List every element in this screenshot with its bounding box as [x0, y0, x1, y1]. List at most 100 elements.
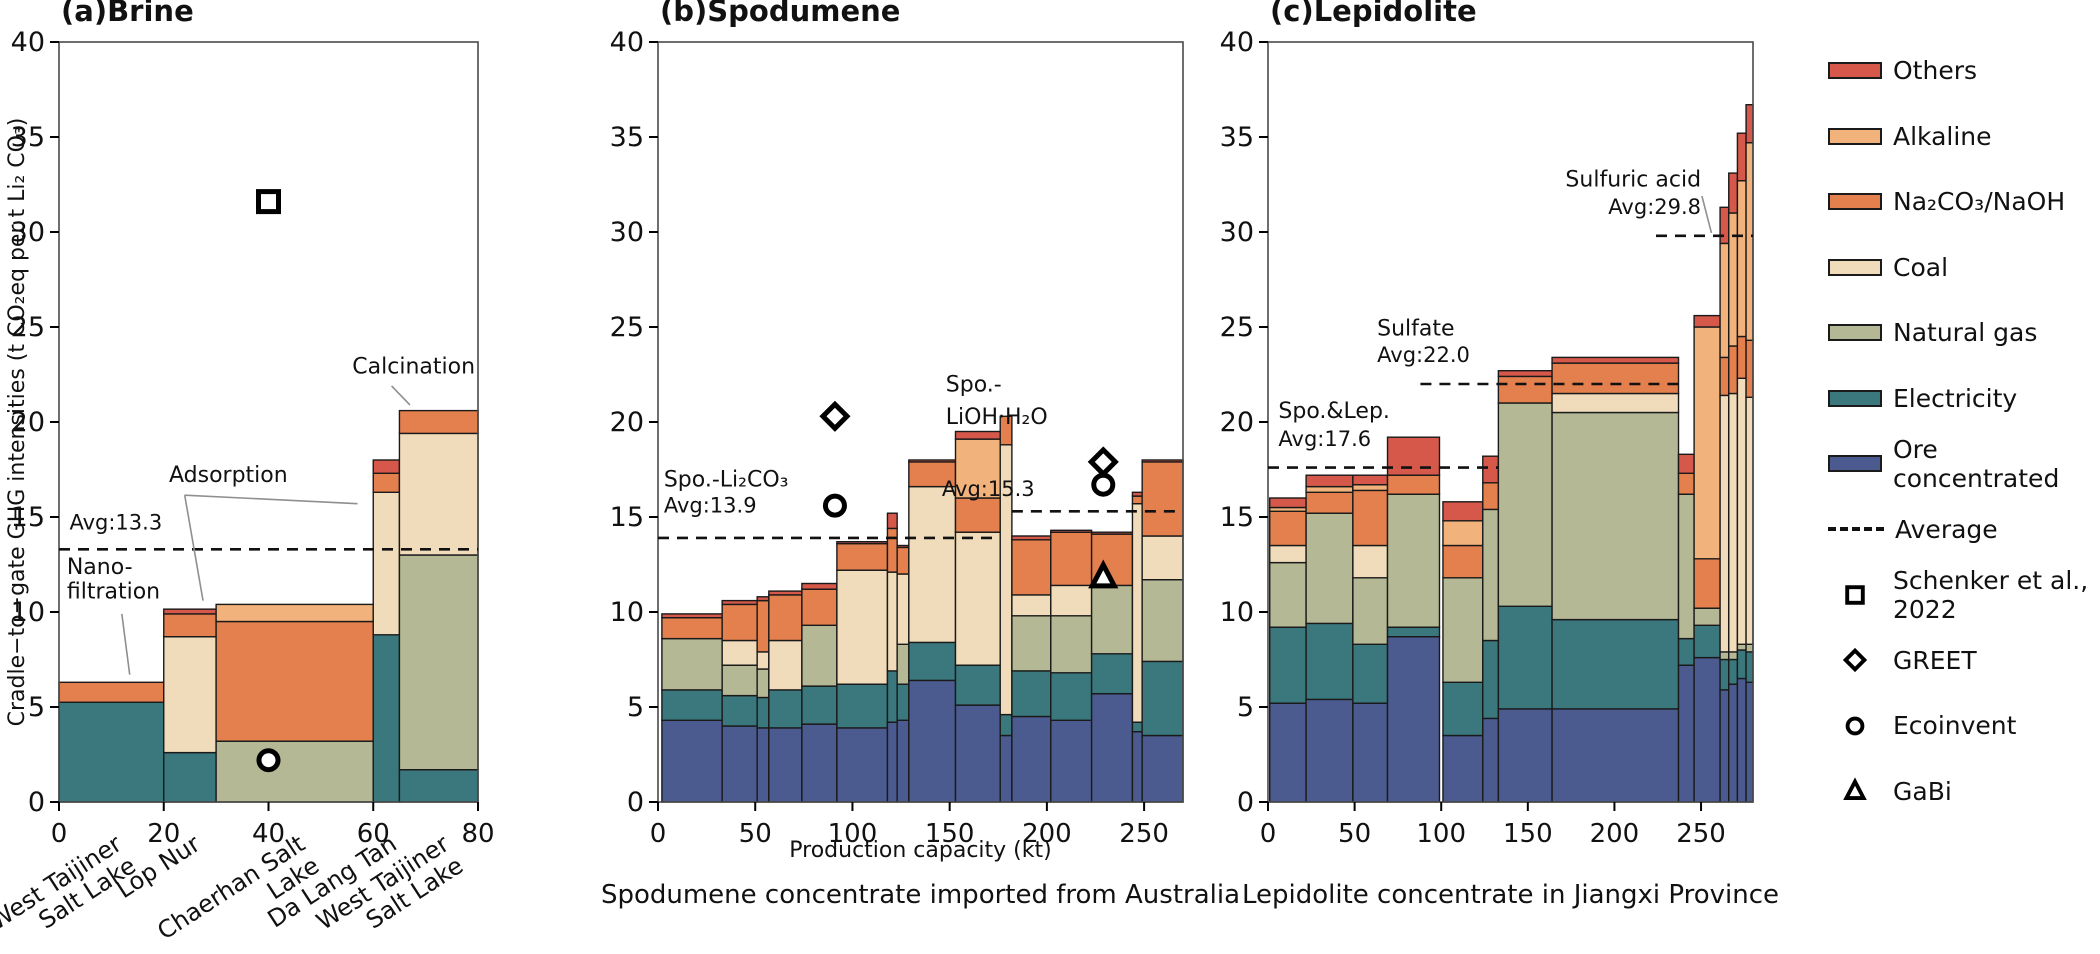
- x-tick-label: 250: [1676, 819, 1726, 849]
- bar-segment-na2co3: [1131, 495, 1143, 505]
- legend-label: GaBi: [1893, 776, 1952, 806]
- bar-segment-others: [1719, 206, 1730, 245]
- bar-segment-natural_gas: [1352, 577, 1389, 645]
- bar-segment-natural_gas: [661, 637, 723, 691]
- bar-segment-electricity: [1131, 721, 1143, 733]
- bar-segment-others: [1728, 172, 1739, 214]
- bar-segment-coal: [1131, 503, 1143, 723]
- x-tick-label: 0: [650, 819, 667, 849]
- bar-segment-others: [1131, 491, 1143, 497]
- bar-segment-na2co3: [163, 613, 217, 638]
- bar-segment-ore: [1736, 677, 1747, 803]
- bar-segment-ore: [1482, 717, 1500, 803]
- bar-segment-electricity: [999, 713, 1013, 737]
- bar-segment-coal: [768, 639, 803, 691]
- y-tick-label: 10: [11, 597, 45, 628]
- y-tick-label: 15: [610, 502, 644, 533]
- bar-segment-coal: [896, 573, 910, 646]
- annotation: Spo.-Li₂CO₃: [664, 468, 789, 493]
- y-tick-label: 0: [627, 787, 644, 818]
- bar-segment-alkaline: [215, 603, 374, 623]
- bar-segment-coal: [1269, 544, 1307, 564]
- bar-segment-electricity: [1050, 672, 1093, 721]
- square-marker-icon: [256, 189, 281, 215]
- x-tick-label: 0: [51, 819, 68, 849]
- y-tick-label: 5: [627, 692, 644, 723]
- y-tick-label: 25: [11, 312, 45, 343]
- bar-segment-natural_gas: [1719, 651, 1730, 661]
- y-tick-label: 40: [11, 27, 45, 58]
- bar-segment-coal: [1141, 535, 1184, 581]
- bar-segment-others: [801, 582, 838, 590]
- bar-segment-electricity: [1677, 637, 1695, 666]
- x-tick-label: 150: [1503, 819, 1553, 849]
- bar-segment-na2co3: [1693, 558, 1721, 609]
- bar-segment-others: [372, 459, 401, 475]
- bar-segment-electricity: [756, 696, 770, 729]
- annotation: Nano-: [67, 555, 133, 580]
- y-tick-label: 40: [1220, 27, 1254, 58]
- ore-swatch-icon: [1828, 455, 1882, 473]
- x-tick-label: 0: [1260, 819, 1277, 849]
- bar-segment-electricity: [1497, 605, 1553, 710]
- bar-segment-ore: [1269, 702, 1307, 803]
- annotation-leader: [121, 613, 131, 675]
- bar-segment-natural_gas: [801, 624, 838, 687]
- bar-segment-na2co3: [721, 603, 758, 642]
- triangle-marker-box: [1828, 773, 1882, 809]
- annotation: Sulfuric acid: [1565, 167, 1701, 192]
- y-tick-label: 20: [610, 407, 644, 438]
- bar-segment-others: [768, 590, 803, 596]
- bar-segment-others: [1442, 501, 1484, 522]
- bar-segment-natural_gas: [721, 664, 758, 697]
- legend-item-circle: Ecoinvent: [1828, 693, 2100, 759]
- bar-segment-ore: [661, 719, 723, 803]
- na2co3-swatch-icon: [1828, 193, 1882, 211]
- bar-segment-na2co3: [1728, 345, 1739, 395]
- bar-segment-natural_gas: [1551, 411, 1680, 621]
- annotation-leader: [184, 494, 358, 505]
- circle-marker-icon: [256, 748, 281, 773]
- legend-item-ore: Ore concentrated: [1828, 431, 2100, 497]
- annotation: Calcination: [352, 355, 475, 380]
- bar-segment-na2co3: [215, 620, 374, 742]
- bar-segment-electricity: [896, 683, 910, 722]
- annotation: Adsorption: [169, 463, 288, 488]
- panel-a: 0 5 10 15 20 25 30 35 40 0 20 40 60 80 Avg:13.3 Nano-fi…: [0, 0, 495, 945]
- legend-label: Coal: [1893, 252, 1949, 282]
- triangle-marker-icon: [1088, 559, 1119, 589]
- bar-segment-ore: [1745, 681, 1754, 803]
- bar-segment-electricity: [1305, 622, 1354, 701]
- annotation: Avg:17.6: [1278, 427, 1371, 451]
- bar-segment-natural_gas: [1090, 584, 1134, 655]
- bar-segment-na2co3: [886, 527, 898, 573]
- square-marker-icon: [1845, 584, 1865, 605]
- bar-segment-electricity: [801, 685, 838, 725]
- bar-segment-na2co3: [1736, 335, 1747, 379]
- bar-segment-natural_gas: [1745, 643, 1754, 653]
- bar-segment-alkaline: [1693, 326, 1721, 560]
- bar-segment-others: [1677, 453, 1695, 474]
- bar-segment-alkaline: [1736, 179, 1747, 338]
- circle-marker-icon: [822, 493, 847, 518]
- bar-segment-coal: [1728, 392, 1739, 653]
- y-tick-label: 35: [11, 122, 45, 153]
- bar-segment-electricity: [1352, 643, 1389, 704]
- bar-segment-ore: [954, 704, 1001, 803]
- bar-segment-na2co3: [1719, 356, 1730, 397]
- bar-segment-natural_gas: [1693, 607, 1721, 627]
- circle-marker-icon: [1845, 716, 1865, 736]
- bar-segment-electricity: [1011, 670, 1052, 718]
- circle-marker-icon: [1091, 472, 1116, 497]
- bar-segment-ore: [1551, 708, 1680, 803]
- bar-segment-na2co3: [801, 588, 838, 627]
- bar-segment-natural_gas: [1482, 508, 1500, 642]
- bar-segment-others: [908, 459, 957, 463]
- annotation: Spo.&Lep.: [1278, 399, 1390, 424]
- panel-c: 0 5 10 15 20 25 30 35 40 0 50 100 150 200 250 Spo.&Lep.…: [1220, 0, 1779, 910]
- bar-segment-ore: [836, 727, 889, 803]
- legend-item-square: Schenker et al., 2022: [1828, 562, 2100, 628]
- others-swatch-icon: [1828, 62, 1882, 80]
- x-tick-label: 50: [739, 819, 772, 849]
